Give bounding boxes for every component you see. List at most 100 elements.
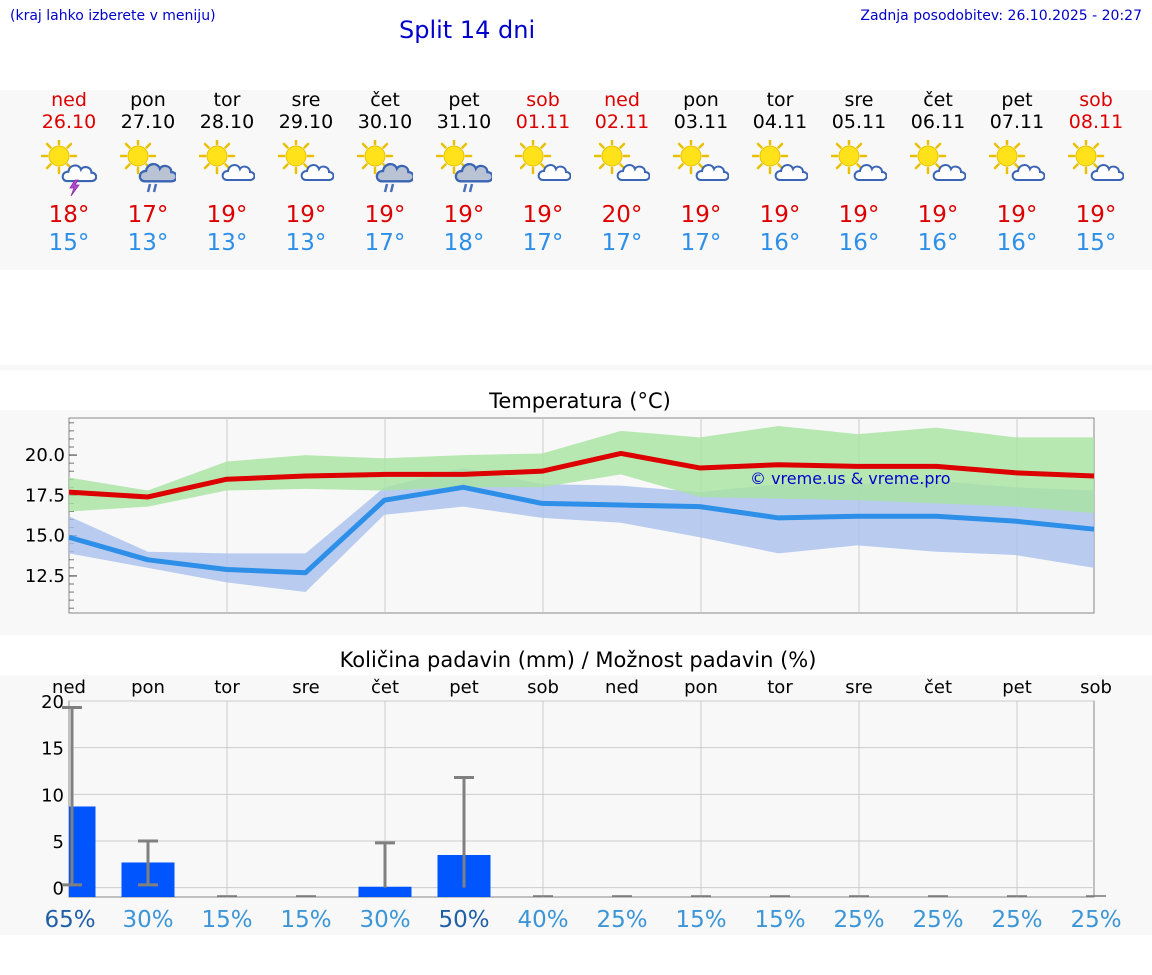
chart-title: Količina padavin (mm) / Možnost padavin …: [340, 648, 817, 672]
day-column: tor 04.11 19° 16°: [735, 90, 825, 257]
max-temp-line: [68, 450, 1095, 500]
day-name: pet: [1001, 89, 1033, 111]
x-category-label: čet: [924, 677, 952, 698]
precip-probability: 25%: [833, 907, 884, 933]
sun-cloud-rain-icon: [119, 137, 178, 196]
precip-probability: 25%: [991, 907, 1042, 933]
day-column: sre 05.11 19° 16°: [814, 90, 904, 257]
y-tick-label: 20.0: [25, 445, 65, 466]
min-temp: 17°: [364, 230, 406, 256]
precip-probability: 65%: [44, 907, 95, 933]
precip-probability: 15%: [675, 907, 726, 933]
last-update: Zadnja posodobitev: 26.10.2025 - 20:27: [860, 8, 1142, 24]
max-temp: 19°: [364, 202, 406, 228]
min-temp: 17°: [601, 230, 643, 256]
max-temp: 19°: [206, 202, 248, 228]
x-category-label: pon: [684, 677, 718, 698]
day-name: ned: [604, 89, 640, 111]
day-name: sob: [1079, 89, 1113, 111]
sun-cloud-icon: [277, 137, 335, 196]
sun-cloud-icon: [514, 137, 572, 196]
precip-probability: 15%: [754, 907, 805, 933]
x-category-label: tor: [214, 677, 240, 698]
day-name: pon: [683, 89, 719, 111]
y-tick-label: 15.0: [25, 526, 65, 547]
max-temp: 19°: [285, 202, 327, 228]
day-name: čet: [370, 89, 400, 111]
sun-cloud-icon: [198, 137, 256, 196]
precip-probability: 30%: [359, 907, 410, 933]
max-temp: 17°: [127, 202, 169, 228]
day-column: pet 07.11 19° 16°: [972, 90, 1062, 257]
y-tick-label: 20: [41, 692, 64, 713]
max-temp: 18°: [48, 202, 90, 228]
max-temp: 19°: [443, 202, 485, 228]
precip-bar: [358, 886, 412, 897]
day-date: 28.10: [199, 111, 255, 133]
precip-probability: 15%: [201, 907, 252, 933]
day-name: sre: [844, 89, 874, 111]
max-temp: 19°: [680, 202, 722, 228]
y-tick-label: 12.5: [25, 566, 65, 587]
day-date: 29.10: [278, 111, 334, 133]
x-category-label: ned: [52, 677, 86, 698]
day-column: ned 26.10 18° 15°: [24, 90, 114, 257]
max-temp: 19°: [759, 202, 801, 228]
day-name: sre: [291, 89, 321, 111]
y-tick-label: 17.5: [25, 485, 65, 506]
x-category-label: čet: [371, 677, 399, 698]
sun-cloud-rain-icon: [356, 137, 415, 196]
copyright-annotation: © vreme.us & vreme.pro: [750, 469, 951, 488]
x-category-label: ned: [605, 677, 639, 698]
min-temp-line: [68, 484, 1095, 576]
precip-probability: 15%: [280, 907, 331, 933]
chart-title: Temperatura (°C): [488, 389, 671, 413]
day-date: 02.11: [594, 111, 650, 133]
day-column: tor 28.10 19° 13°: [182, 90, 272, 257]
x-category-label: sre: [845, 677, 872, 698]
min-temp: 16°: [838, 230, 880, 256]
day-name: tor: [766, 89, 794, 111]
plot-area: [68, 700, 1095, 898]
precip-probability: 50%: [438, 907, 489, 933]
day-name: čet: [923, 89, 953, 111]
max-temp-range-band: [69, 426, 1094, 514]
y-tick-label: 0: [53, 879, 64, 900]
min-temp: 16°: [917, 230, 959, 256]
min-temp: 15°: [48, 230, 90, 256]
sun-cloud-icon: [830, 137, 888, 196]
day-column: ned 02.11 20° 17°: [577, 90, 667, 257]
precip-probability: 25%: [596, 907, 647, 933]
max-temp: 19°: [917, 202, 959, 228]
x-category-label: sre: [292, 677, 319, 698]
min-temp: 13°: [285, 230, 327, 256]
min-temp: 13°: [127, 230, 169, 256]
day-date: 30.10: [357, 111, 413, 133]
location-hint[interactable]: (kraj lahko izberete v meniju): [10, 8, 216, 24]
day-date: 03.11: [673, 111, 729, 133]
sun-cloud-thunder-icon: [40, 137, 98, 197]
x-category-label: pet: [1002, 677, 1032, 698]
day-date: 05.11: [831, 111, 887, 133]
x-category-label: pon: [131, 677, 165, 698]
day-name: tor: [213, 89, 241, 111]
sun-cloud-icon: [988, 137, 1046, 196]
sun-cloud-icon: [593, 137, 651, 196]
day-date: 26.10: [41, 111, 97, 133]
sun-cloud-icon: [909, 137, 967, 196]
day-name: pon: [130, 89, 166, 111]
precip-probability: 30%: [122, 907, 173, 933]
min-temp: 18°: [443, 230, 485, 256]
day-date: 08.11: [1068, 111, 1124, 133]
precip-probability: 25%: [912, 907, 963, 933]
x-category-label: tor: [767, 677, 793, 698]
precip-probability: 25%: [1070, 907, 1121, 933]
page-title: Split 14 dni: [399, 16, 536, 44]
y-tick-label: 10: [41, 785, 64, 806]
sun-cloud-icon: [1067, 137, 1125, 196]
max-temp: 19°: [522, 202, 564, 228]
min-temp: 13°: [206, 230, 248, 256]
day-column: sre 29.10 19° 13°: [261, 90, 351, 257]
min-temp: 16°: [759, 230, 801, 256]
